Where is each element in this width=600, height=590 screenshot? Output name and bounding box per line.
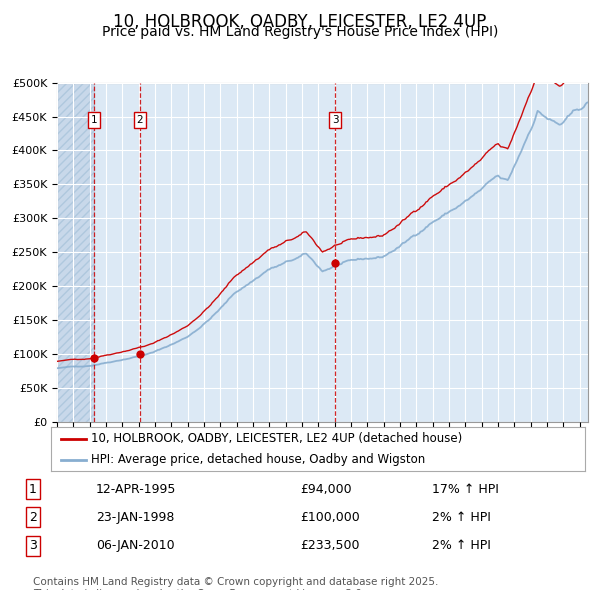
Text: 23-JAN-1998: 23-JAN-1998 — [96, 511, 175, 524]
Text: 12-APR-1995: 12-APR-1995 — [96, 483, 176, 496]
Text: 1: 1 — [91, 115, 98, 125]
Text: Price paid vs. HM Land Registry's House Price Index (HPI): Price paid vs. HM Land Registry's House … — [102, 25, 498, 40]
Text: £94,000: £94,000 — [300, 483, 352, 496]
Text: 1: 1 — [29, 483, 37, 496]
Text: 2: 2 — [137, 115, 143, 125]
Text: 17% ↑ HPI: 17% ↑ HPI — [432, 483, 499, 496]
Text: £100,000: £100,000 — [300, 511, 360, 524]
Text: 3: 3 — [29, 539, 37, 552]
Text: 2% ↑ HPI: 2% ↑ HPI — [432, 539, 491, 552]
Text: 2: 2 — [29, 511, 37, 524]
Text: 2% ↑ HPI: 2% ↑ HPI — [432, 511, 491, 524]
Text: £233,500: £233,500 — [300, 539, 359, 552]
Text: 10, HOLBROOK, OADBY, LEICESTER, LE2 4UP (detached house): 10, HOLBROOK, OADBY, LEICESTER, LE2 4UP … — [91, 432, 463, 445]
Text: HPI: Average price, detached house, Oadby and Wigston: HPI: Average price, detached house, Oadb… — [91, 453, 425, 466]
Text: 3: 3 — [332, 115, 338, 125]
Text: Contains HM Land Registry data © Crown copyright and database right 2025.
This d: Contains HM Land Registry data © Crown c… — [33, 577, 439, 590]
Text: 10, HOLBROOK, OADBY, LEICESTER, LE2 4UP: 10, HOLBROOK, OADBY, LEICESTER, LE2 4UP — [113, 13, 487, 31]
Text: 06-JAN-2010: 06-JAN-2010 — [96, 539, 175, 552]
Bar — [57, 83, 94, 422]
Bar — [57, 83, 94, 422]
